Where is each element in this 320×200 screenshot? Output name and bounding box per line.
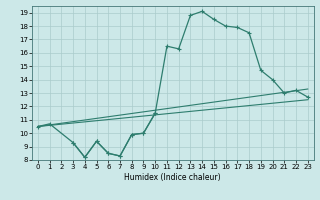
X-axis label: Humidex (Indice chaleur): Humidex (Indice chaleur) bbox=[124, 173, 221, 182]
